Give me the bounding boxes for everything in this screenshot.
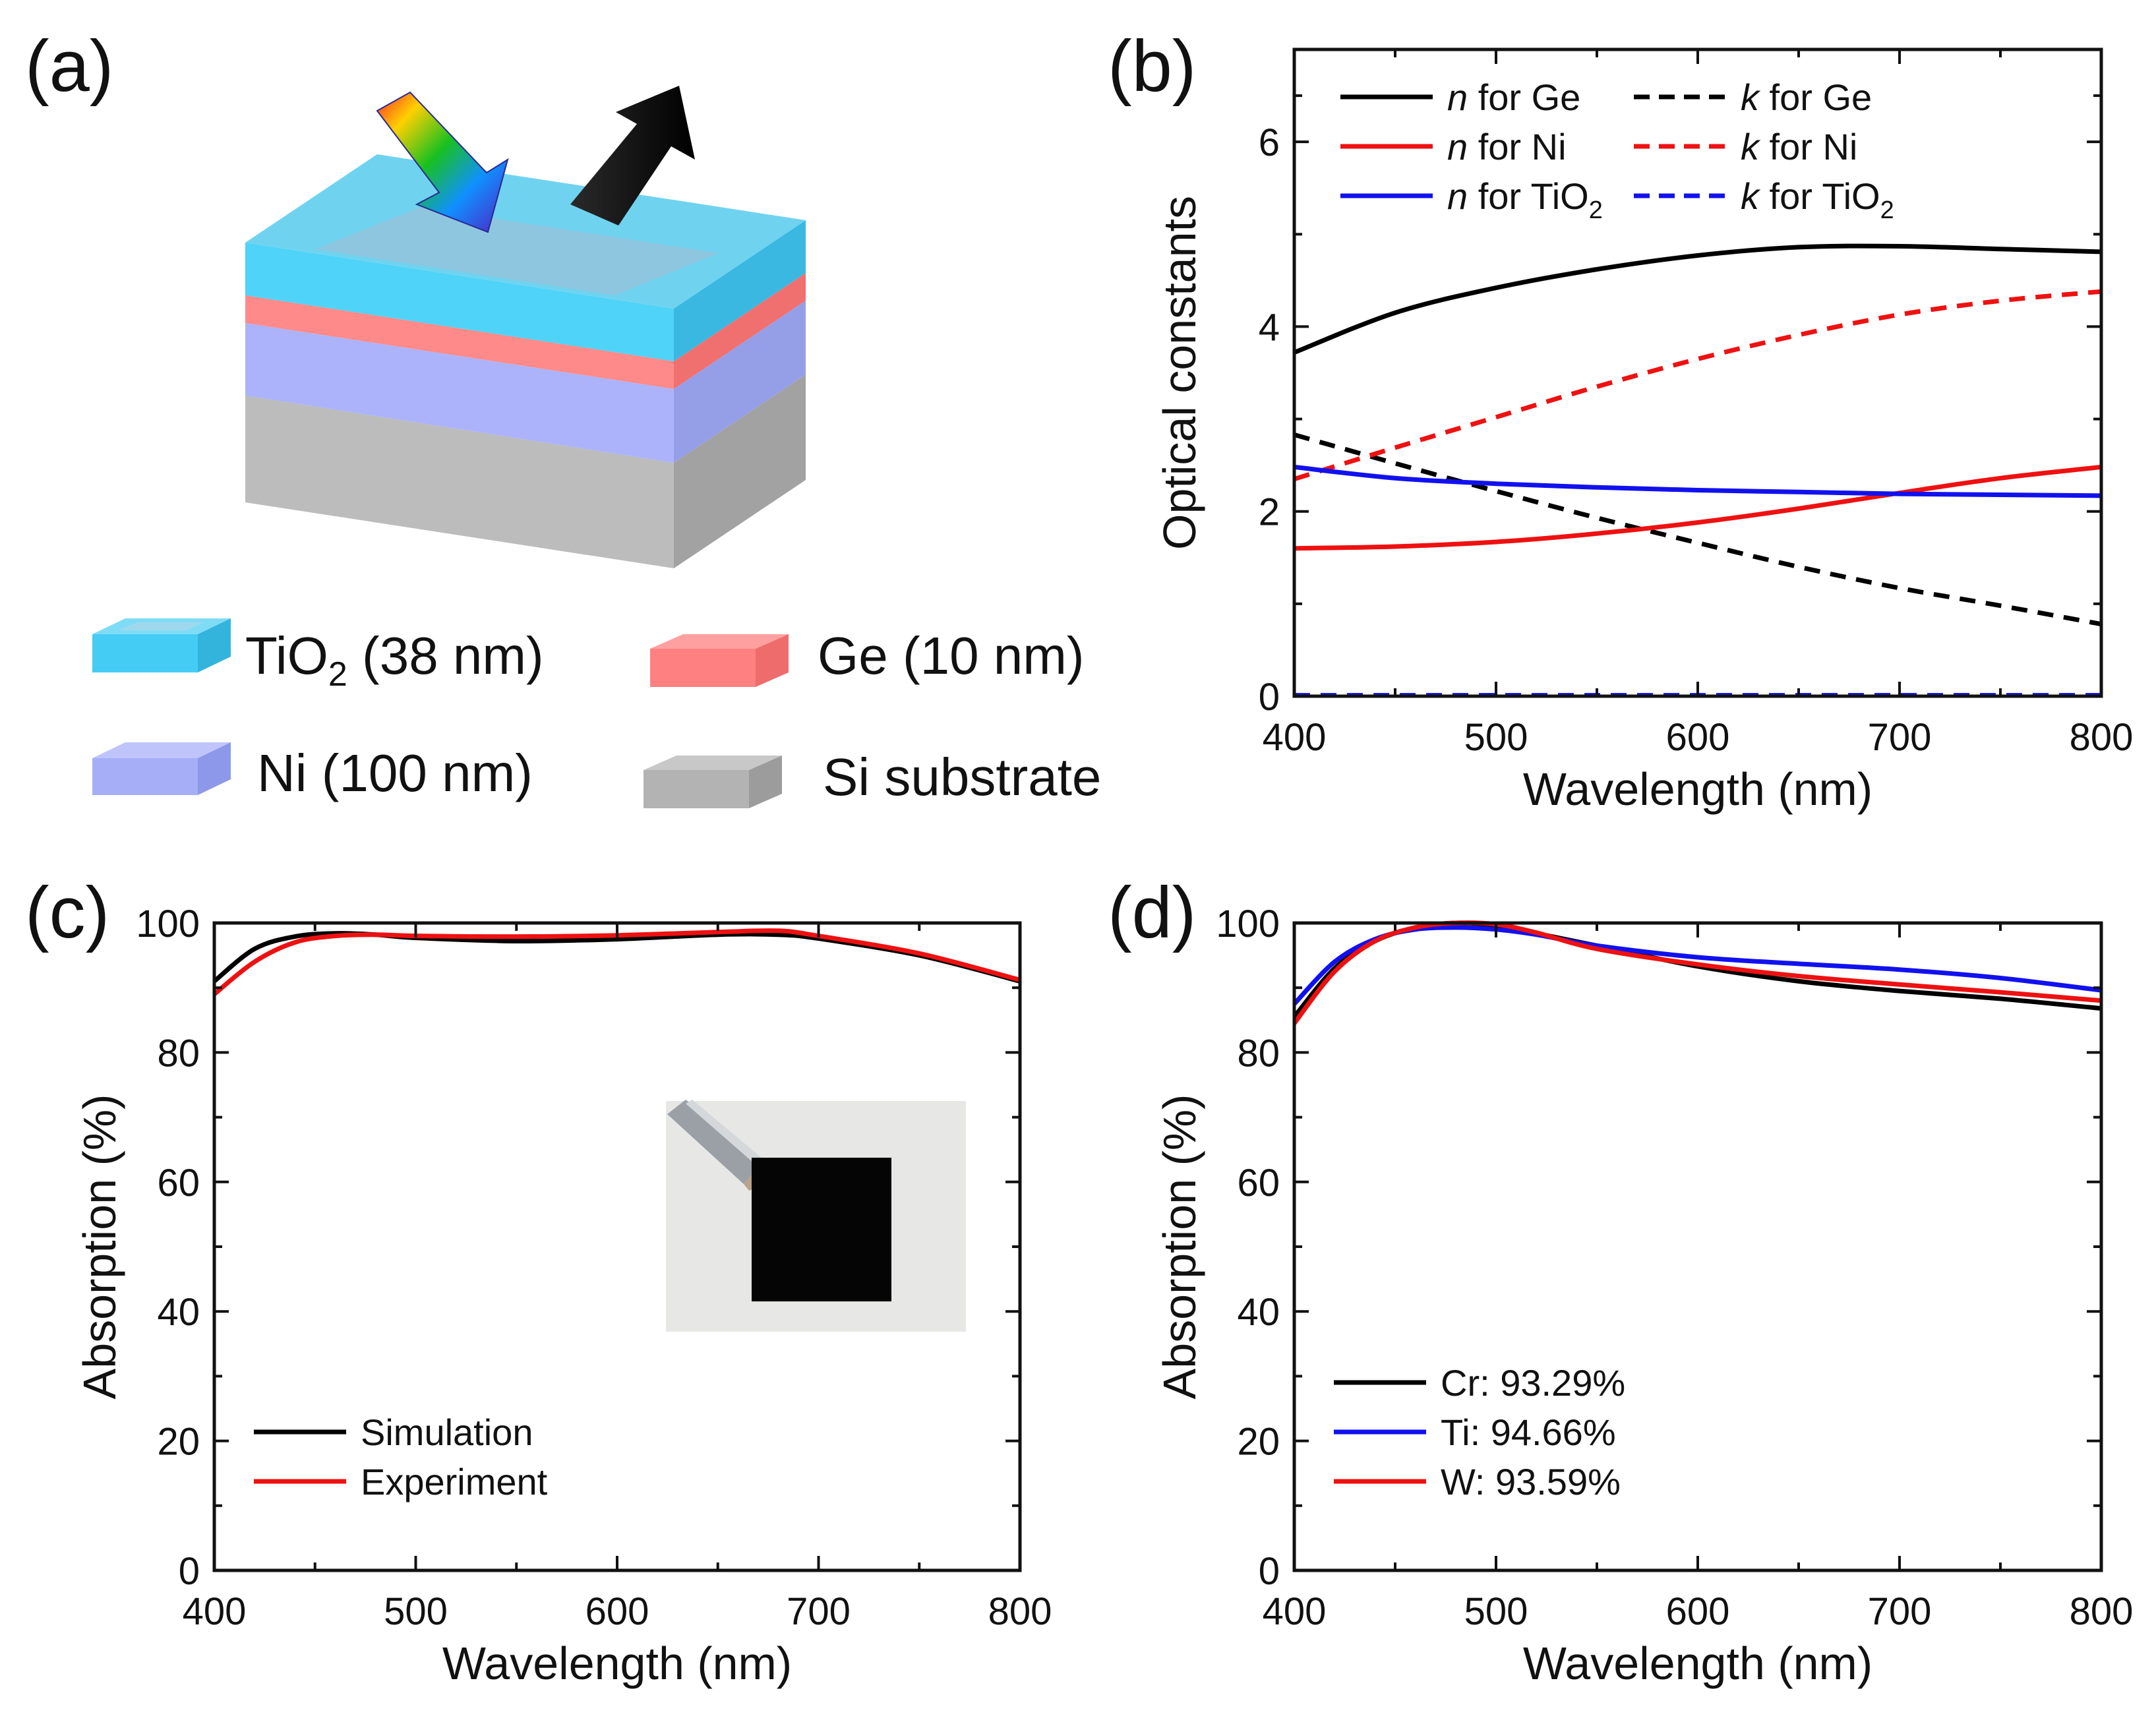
y-tick-label: 80 bbox=[157, 1032, 200, 1075]
x-tick-label: 800 bbox=[2070, 716, 2134, 759]
legend: Simulation Experiment bbox=[254, 1412, 548, 1502]
legend-ge: Ge (10 nm) bbox=[650, 626, 1085, 687]
y-axis-label: Absorption (%) bbox=[1154, 1094, 1205, 1400]
x-tick-label: 700 bbox=[787, 1590, 851, 1633]
y-tick-label: 0 bbox=[1259, 1550, 1280, 1593]
x-tick-label: 800 bbox=[988, 1590, 1052, 1633]
y-tick-label: 0 bbox=[1259, 676, 1280, 719]
tio2-layer-front bbox=[245, 243, 674, 361]
x-tick-label: 400 bbox=[183, 1590, 247, 1633]
series-lines bbox=[1294, 243, 2101, 696]
svg-text:TiO2 (38 nm): TiO2 (38 nm) bbox=[245, 626, 544, 694]
ge-layer-side bbox=[674, 273, 806, 389]
series-line-simulation bbox=[214, 931, 1020, 984]
x-tick-label: 600 bbox=[585, 1590, 649, 1633]
series-line-k-for-ni bbox=[1294, 289, 2101, 482]
y-tick-label: 0 bbox=[179, 1550, 200, 1593]
reflected-light-arrow bbox=[570, 86, 695, 225]
panel-c-label: (c) bbox=[25, 872, 109, 953]
legend-entry: W: 93.59% bbox=[1441, 1461, 1621, 1502]
chart-b: 400 500 600 700 800 0 2 4 6 Wavelength (nm) Optica… bbox=[1154, 47, 2134, 815]
y-axis-label: Absorption (%) bbox=[74, 1094, 125, 1400]
si-layer-side bbox=[674, 374, 806, 568]
legend: n for Ge k for Ge n for Ni k for Ni n for Ti… bbox=[1340, 76, 1894, 224]
legend-si: Si substrate bbox=[644, 748, 1101, 808]
series-lines bbox=[214, 928, 1020, 996]
legend-entry: k for TiO2 bbox=[1741, 175, 1894, 224]
legend-ni: Ni (100 nm) bbox=[92, 742, 533, 802]
panel-a: (a) bbox=[25, 26, 1101, 808]
ge-layer-front bbox=[245, 295, 674, 389]
x-axis-label: Wavelength (nm) bbox=[442, 1638, 792, 1689]
tio2-layer-side bbox=[674, 220, 806, 361]
x-tick-label: 700 bbox=[1868, 716, 1932, 759]
y-tick-label: 80 bbox=[1237, 1032, 1280, 1075]
legend-entry: n for Ni bbox=[1447, 126, 1567, 167]
y-tick-label: 40 bbox=[157, 1291, 200, 1334]
panel-b-label: (b) bbox=[1108, 26, 1196, 107]
x-axis-label: Wavelength (nm) bbox=[1523, 763, 1872, 815]
series-line-n-for-ni bbox=[1294, 464, 2101, 551]
legend-entry: n for Ge bbox=[1447, 76, 1580, 118]
svg-text:Ni (100 nm): Ni (100 nm) bbox=[257, 744, 533, 802]
series-line-n-for-ge bbox=[1294, 243, 2101, 355]
y-tick-label: 40 bbox=[1237, 1291, 1280, 1334]
tio2-top-inset bbox=[315, 207, 719, 295]
x-tick-label: 500 bbox=[384, 1590, 448, 1633]
y-tick-label: 60 bbox=[1237, 1162, 1280, 1204]
y-tick-label: 6 bbox=[1259, 121, 1280, 164]
si-layer-front bbox=[245, 396, 674, 568]
legend: Cr: 93.29% Ti: 94.66% W: 93.59% bbox=[1334, 1362, 1625, 1502]
x-axis-label: Wavelength (nm) bbox=[1523, 1638, 1872, 1689]
x-tick-label: 400 bbox=[1263, 1590, 1327, 1633]
x-tick-label: 700 bbox=[1868, 1590, 1932, 1633]
y-tick-label: 60 bbox=[157, 1162, 200, 1204]
y-tick-label: 100 bbox=[136, 903, 200, 945]
series-lines bbox=[1294, 920, 2101, 1025]
y-tick-label: 20 bbox=[1237, 1421, 1280, 1464]
layer-stack-illustration bbox=[245, 154, 806, 568]
legend-entry: k for Ge bbox=[1741, 76, 1872, 118]
plot-frame bbox=[1292, 921, 2103, 1572]
x-tick-label: 400 bbox=[1263, 716, 1327, 759]
sample-photo-inset bbox=[666, 1100, 966, 1332]
layer-legend: TiO2 (38 nm) Ge (10 nm) Ni (100 nm) Si s… bbox=[92, 618, 1101, 808]
x-tick-label: 800 bbox=[2070, 1590, 2134, 1633]
panel-b: (b) 400 500 600 700 800 0 2 4 6 Wavelength (nm) Op… bbox=[1108, 26, 2133, 815]
x-tick-label: 500 bbox=[1464, 1590, 1528, 1633]
x-tick-label: 500 bbox=[1464, 716, 1528, 759]
series-line-n-for-tio2 bbox=[1294, 464, 2101, 498]
legend-entry: Cr: 93.29% bbox=[1441, 1362, 1625, 1404]
chart-d: 400 500 600 700 800 0 20 40 60 80 100 Wavelength (n… bbox=[1154, 903, 2133, 1689]
panel-a-label: (a) bbox=[25, 26, 113, 107]
y-tick-label: 20 bbox=[157, 1421, 200, 1464]
svg-text:Ge (10 nm): Ge (10 nm) bbox=[818, 626, 1085, 685]
incident-light-arrow bbox=[376, 91, 509, 233]
y-tick-label: 4 bbox=[1259, 306, 1280, 349]
legend-entry: Experiment bbox=[361, 1461, 548, 1502]
x-tick-label: 600 bbox=[1666, 716, 1730, 759]
svg-text:Si substrate: Si substrate bbox=[823, 748, 1101, 806]
chart-c: 400 500 600 700 800 0 20 40 60 80 100 Wavelength (n… bbox=[74, 903, 1052, 1689]
legend-entry: Ti: 94.66% bbox=[1441, 1412, 1616, 1453]
panel-d: (d) 400 500 600 700 800 0 20 40 60 80 100 Wavelengt… bbox=[1108, 872, 2133, 1689]
panel-d-label: (d) bbox=[1108, 872, 1196, 953]
series-line-w-93-59 bbox=[1294, 920, 2101, 1025]
legend-entry: Simulation bbox=[361, 1412, 533, 1453]
legend-entry: n for TiO2 bbox=[1447, 175, 1603, 224]
series-line-experiment bbox=[214, 928, 1020, 996]
x-tick-label: 600 bbox=[1666, 1590, 1730, 1633]
y-axis-label: Optical constants bbox=[1154, 196, 1205, 550]
ni-layer-front bbox=[245, 323, 674, 463]
ni-layer-side bbox=[674, 301, 806, 463]
legend-entry: k for Ni bbox=[1741, 126, 1857, 167]
y-tick-label: 100 bbox=[1216, 903, 1280, 945]
black-absorber-sample bbox=[752, 1158, 891, 1301]
series-line-k-for-ge bbox=[1294, 432, 2101, 627]
panel-c: (c) 400 500 600 700 800 0 20 40 60 80 100 Wavelengt… bbox=[25, 872, 1052, 1689]
y-tick-label: 2 bbox=[1259, 491, 1280, 534]
legend-tio2: TiO2 (38 nm) bbox=[92, 618, 544, 694]
